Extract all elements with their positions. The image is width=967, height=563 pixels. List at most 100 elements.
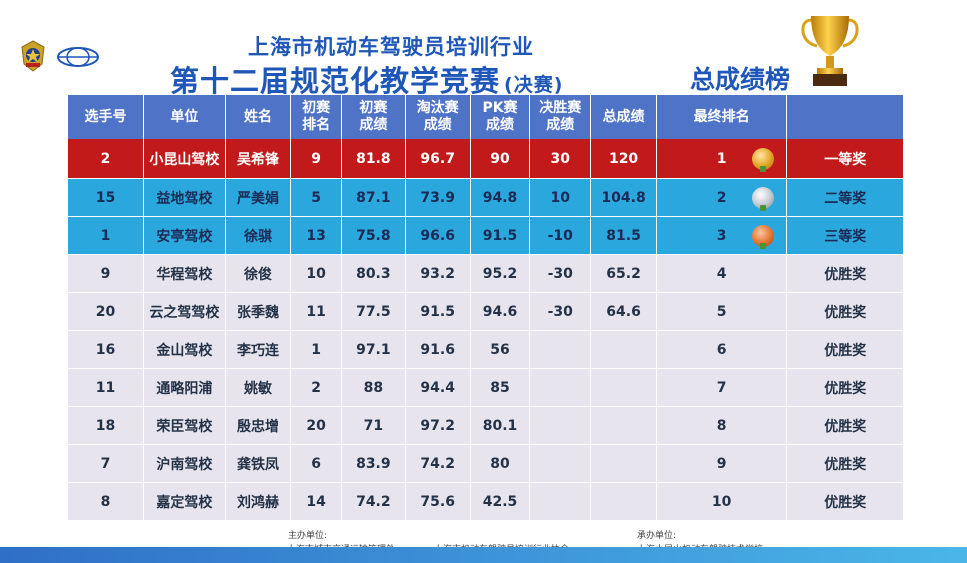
cell-text: 56 [490,341,510,358]
cell-award: 优胜奖 [786,368,904,407]
cell-no: 2 [68,139,145,179]
cell-text: 104.8 [601,189,646,206]
cell-text: 11 [95,379,116,396]
cell-no: 8 [68,482,145,521]
cell-text: 优胜奖 [824,380,867,397]
table-row: 20 云之驾驾校 张季魏 11 77.5 91.5 94.6 -30 64.6 5 优胜奖 [68,292,904,331]
cell-text: 15 [95,189,116,206]
cell-text: 91.5 [420,303,455,320]
cell-name: 刘鸿赫 [225,482,292,521]
cell-pk-score: 56 [470,330,531,369]
column-header-line2: 成绩 [359,117,388,133]
cell-no: 15 [68,178,145,217]
cell-text: 云之驾驾校 [149,304,220,321]
main-title-text: 第十二届规范化教学竞赛 [170,64,501,98]
cell-rank: 9 [656,444,788,483]
cell-name: 姚敏 [225,368,292,407]
cell-award: 优胜奖 [786,292,904,331]
cell-text: 10 [550,189,570,206]
cell-text: 华程驾校 [156,266,213,283]
cell-total: 120 [590,139,657,179]
cell-pk-score: 90 [470,139,531,179]
cell-text: 徐骐 [243,228,272,245]
cell-rank: 8 [656,406,788,445]
cell-text: 优胜奖 [824,494,867,511]
cell-text: 120 [608,150,639,167]
cell-text: 8 [100,493,111,510]
cell-unit: 安亭驾校 [143,216,226,255]
cell-text: 20 [306,417,326,434]
cell-text: 2 [100,150,111,167]
cell-text: 97.2 [420,417,455,434]
cell-award: 优胜奖 [786,254,904,293]
cell-award: 优胜奖 [786,444,904,483]
column-header-final-score: 决胜赛 成绩 [529,95,592,139]
column-header-line2: 成绩 [485,117,514,133]
cell-final-score [529,482,592,521]
cell-text: 81.8 [356,150,391,167]
cell-prelim-rank: 13 [290,216,343,255]
cell-text: 6 [716,341,727,358]
cell-text: 75.6 [420,493,455,510]
cell-award: 优胜奖 [786,330,904,369]
cell-text: 金山驾校 [156,342,213,359]
cell-rank: 3 [656,216,788,255]
cell-elim-score: 96.7 [405,139,471,179]
cell-text: 8 [716,417,727,434]
cell-text: 殷忠增 [236,418,279,435]
cell-text: 荣臣驾校 [156,418,213,435]
cell-text: 5 [311,189,322,206]
cell-prelim-rank: 2 [290,368,343,407]
emblem-logo-icon [21,40,45,72]
cell-no: 18 [68,406,145,445]
column-header-award [786,95,904,139]
cell-prelim-score: 83.9 [341,444,406,483]
main-title-sub: (决赛) [504,74,564,96]
main-title: 第十二届规范化教学竞赛 (决赛) [170,58,563,100]
cell-text: 刘鸿赫 [236,494,279,511]
cell-final-score [529,330,592,369]
cell-award: 优胜奖 [786,482,904,521]
cell-unit: 小昆山驾校 [143,139,226,179]
cell-pk-score: 95.2 [470,254,531,293]
cell-prelim-rank: 1 [290,330,343,369]
column-header-line2: 成绩 [423,117,452,133]
cell-no: 11 [68,368,145,407]
cell-text: 5 [716,303,727,320]
cell-total [590,406,657,445]
cell-text: 李巧连 [236,342,279,359]
cell-rank: 1 [656,139,788,179]
cell-text: 74.2 [420,455,455,472]
cell-text: 1 [100,227,111,244]
cell-text: 10 [711,493,732,510]
cell-text: 80.3 [356,265,391,282]
table-row: 2 小昆山驾校 吴希锋 9 81.8 96.7 90 30 120 1 一等奖 [68,139,904,179]
cell-text: 71 [363,417,384,434]
cell-prelim-score: 80.3 [341,254,406,293]
cell-text: 10 [306,265,326,282]
cell-award: 优胜奖 [786,406,904,445]
cell-name: 徐俊 [225,254,292,293]
table-row: 8 嘉定驾校 刘鸿赫 14 74.2 75.6 42.5 10 优胜奖 [68,482,904,521]
gold-medal-icon [752,147,775,172]
cell-rank: 5 [656,292,788,331]
cell-prelim-score: 71 [341,406,406,445]
column-header-line1: 最终排名 [693,108,750,125]
cell-text: 97.1 [356,341,391,358]
cell-text: 20 [95,303,116,320]
cell-text: 74.2 [356,493,391,510]
cell-text: 9 [716,455,727,472]
cell-text: 徐俊 [243,266,272,283]
cell-text: 姚敏 [243,380,272,397]
column-header-prelim-rank: 初赛 排名 [290,95,343,139]
org-title: 上海市机动车驾驶员培训行业 [248,35,534,59]
cell-total [590,482,657,521]
cell-rank: 4 [656,254,788,293]
column-header-prelim-score: 初赛 成绩 [341,95,406,139]
cell-no: 16 [68,330,145,369]
cell-name: 吴希锋 [225,139,292,179]
cell-text: 张季魏 [236,304,279,321]
column-header-line1: PK赛 [482,100,518,116]
cell-pk-score: 80.1 [470,406,531,445]
cell-total [590,444,657,483]
